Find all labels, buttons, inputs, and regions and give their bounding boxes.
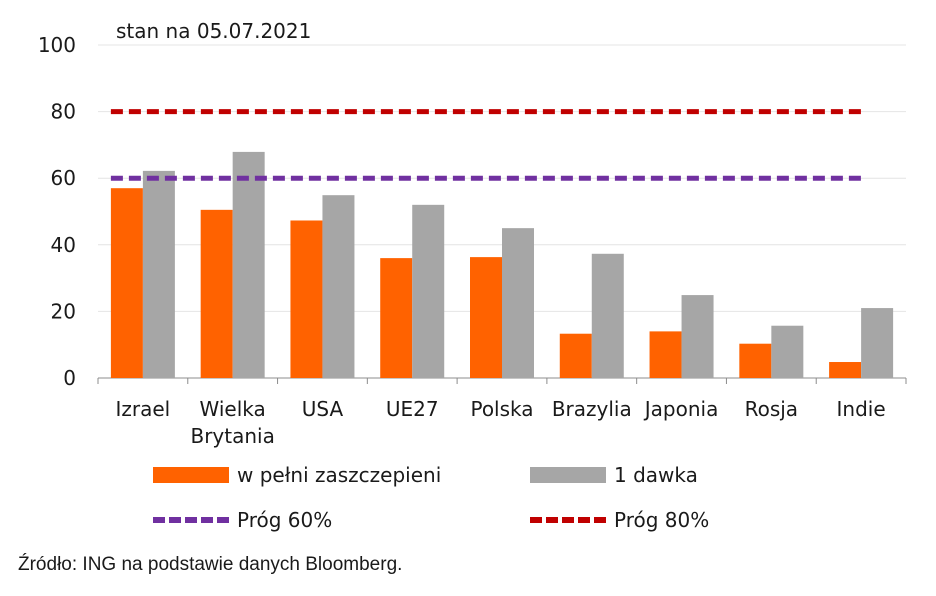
x-category-label: Polska — [470, 397, 533, 421]
x-category-label: UE27 — [386, 397, 439, 421]
y-tick-label: 20 — [51, 299, 76, 323]
bar-one-dose — [322, 195, 355, 378]
bar-fully-vaccinated — [110, 188, 143, 378]
x-category-label: Brazylia — [552, 397, 632, 421]
x-category-label: Indie — [837, 397, 886, 421]
bar-one-dose — [232, 151, 265, 378]
legend-swatch-gray — [530, 467, 606, 483]
y-tick-label: 40 — [51, 233, 76, 257]
legend-dash-red — [530, 517, 606, 523]
bars — [110, 151, 894, 378]
bar-fully-vaccinated — [739, 343, 772, 378]
x-category-label: Wielka — [200, 397, 266, 421]
legend-dash-purple — [153, 517, 229, 523]
legend-full: w pełni zaszczepieni — [153, 463, 441, 487]
axes — [97, 377, 907, 384]
y-tick-label: 100 — [38, 33, 76, 57]
chart-note: stan na 05.07.2021 — [116, 19, 311, 43]
bar-one-dose — [142, 170, 175, 378]
y-tick-label: 60 — [51, 166, 76, 190]
bar-fully-vaccinated — [649, 331, 682, 378]
bar-one-dose — [771, 325, 804, 378]
source-note: Źródło: ING na podstawie danych Bloomber… — [18, 554, 403, 575]
y-tick-label: 80 — [51, 100, 76, 124]
legend-dose-label: 1 dawka — [614, 463, 698, 487]
threshold-lines — [110, 109, 862, 181]
axis-labels: 0 20 40 60 80 100 Izrael Wielka Brytania USA UE27 P… — [38, 33, 886, 448]
x-category-label: USA — [302, 397, 344, 421]
bar-fully-vaccinated — [290, 220, 323, 378]
x-category-label: Rosja — [745, 397, 798, 421]
legend-p80-label: Próg 80% — [614, 508, 710, 532]
bar-fully-vaccinated — [380, 258, 413, 378]
bar-one-dose — [861, 308, 894, 378]
legend-p60: Próg 60% — [153, 508, 332, 532]
legend-dose: 1 dawka — [530, 463, 698, 487]
legend-p60-label: Próg 60% — [237, 508, 333, 532]
bar-fully-vaccinated — [470, 257, 502, 378]
legend-swatch-orange — [153, 467, 229, 483]
bar-fully-vaccinated — [829, 362, 862, 378]
bar-one-dose — [591, 253, 624, 378]
x-category-label: Izrael — [116, 397, 171, 421]
bar-fully-vaccinated — [200, 209, 233, 378]
x-category-label: Brytania — [190, 424, 274, 448]
bar-fully-vaccinated — [559, 333, 592, 378]
x-category-label: Japonia — [643, 397, 719, 421]
bar-one-dose — [681, 295, 714, 378]
legend-full-label: w pełni zaszczepieni — [237, 463, 442, 487]
y-tick-label: 0 — [63, 366, 76, 390]
bar-one-dose — [502, 228, 534, 378]
legend-p80: Próg 80% — [530, 508, 709, 532]
bar-one-dose — [412, 204, 445, 378]
